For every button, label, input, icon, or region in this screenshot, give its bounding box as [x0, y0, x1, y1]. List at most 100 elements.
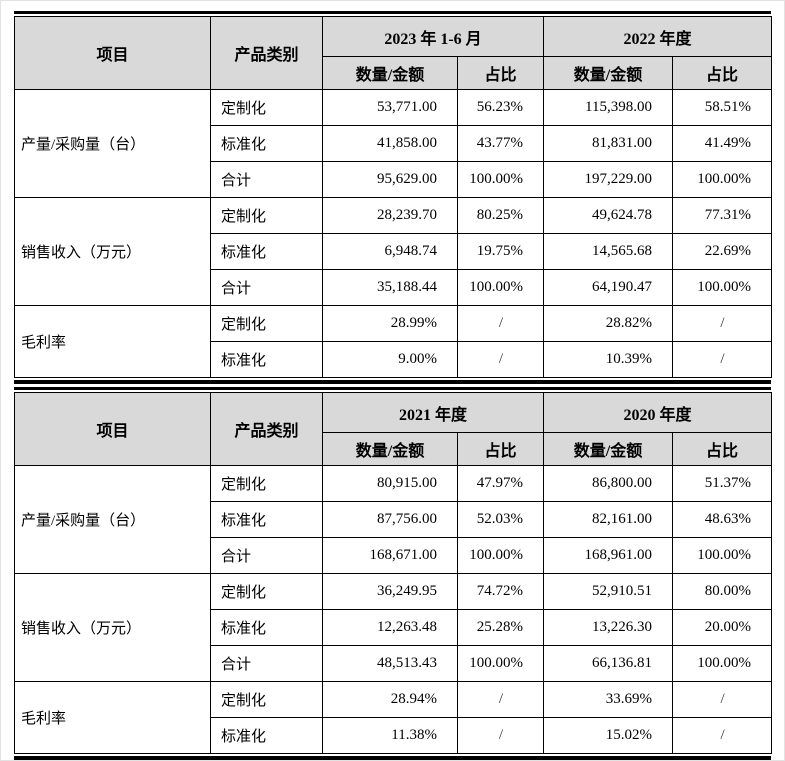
value-cell: 115,398.00: [543, 89, 673, 126]
value-cell: 14,565.68: [543, 233, 673, 270]
value-cell: 56.23%: [457, 89, 544, 126]
table-block-2021-2020: 项目 产品类别 2021 年度 2020 年度 数量/金额 占比 数量/金额 占比 产量/采购量…: [14, 387, 784, 760]
table-row: 合计 95,629.00 100.00% 197,229.00 100.00%: [15, 161, 773, 198]
header-period: 2020 年度: [543, 392, 773, 433]
category-cell: 定制化: [210, 681, 323, 718]
value-cell: 10.39%: [543, 341, 673, 378]
table-row: 合计 48,513.43 100.00% 66,136.81 100.00%: [15, 645, 773, 682]
value-cell: 33.69%: [543, 681, 674, 718]
value-cell: 41,858.00: [322, 125, 458, 162]
value-cell: 53,771.00: [322, 89, 458, 126]
value-cell: 35,188.44: [322, 269, 458, 306]
value-cell: /: [672, 681, 773, 718]
value-cell: 43.77%: [457, 125, 544, 162]
value-cell: 20.00%: [672, 609, 773, 646]
header-period: 2022 年度: [542, 16, 773, 57]
table-row: 合计 168,671.00 100.00% 168,961.00 100.00%: [15, 537, 773, 574]
table-top-border-bar: [14, 11, 771, 14]
category-cell: 定制化: [210, 197, 323, 234]
value-cell: 28,239.70: [322, 197, 458, 234]
value-cell: 11.38%: [322, 717, 458, 754]
value-cell: 48,513.43: [322, 645, 458, 682]
value-cell: 168,671.00: [322, 537, 458, 574]
table-row: 标准化 6,948.74 19.75% 14,565.68 22.69%: [15, 233, 773, 270]
header-subcol: 占比: [457, 56, 544, 90]
value-cell: 100.00%: [671, 161, 773, 198]
category-cell: 标准化: [210, 341, 323, 378]
category-cell: 合计: [210, 645, 323, 682]
value-cell: 6,948.74: [322, 233, 458, 270]
value-cell: 51.37%: [672, 465, 773, 502]
value-cell: 74.72%: [456, 573, 545, 610]
header-subcol: 占比: [456, 432, 545, 466]
value-cell: 80.25%: [457, 197, 544, 234]
value-cell: 22.69%: [671, 233, 773, 270]
category-cell: 合计: [210, 269, 323, 306]
header-subcol: 数量/金额: [543, 432, 674, 466]
value-cell: /: [456, 681, 545, 718]
category-cell: 定制化: [210, 305, 323, 342]
value-cell: 47.97%: [456, 465, 545, 502]
value-cell: 86,800.00: [543, 465, 674, 502]
value-cell: 52.03%: [456, 501, 545, 538]
value-cell: 66,136.81: [543, 645, 674, 682]
value-cell: 19.75%: [457, 233, 544, 270]
header-subcol: 数量/金额: [322, 432, 458, 466]
header-period: 2021 年度: [321, 392, 545, 433]
value-cell: 9.00%: [322, 341, 458, 378]
header-category: 产品类别: [210, 16, 323, 90]
value-cell: 36,249.95: [322, 573, 458, 610]
table-row: 产量/采购量（台） 定制化 53,771.00 56.23% 115,398.00 58.…: [14, 89, 773, 198]
table-row: 销售收入（万元） 定制化 36,249.95 74.72% 52,910.51 80.00…: [14, 573, 773, 682]
value-cell: /: [457, 341, 544, 378]
header-period: 2023 年 1-6 月: [322, 16, 544, 57]
value-cell: 100.00%: [672, 537, 773, 574]
table-row: 毛利率 定制化 28.94%/33.69% /: [14, 681, 773, 754]
header-category: 产品类别: [210, 392, 323, 466]
value-cell: /: [671, 341, 773, 378]
financial-table: 项目 产品类别 2023 年 1-6 月 2022 年度 数量/金额 占比 数量/金额 占比产…: [14, 16, 773, 378]
header-item: 项目: [14, 392, 211, 466]
value-cell: /: [672, 717, 773, 754]
table-row: 标准化 87,756.00 52.03% 82,161.00 48.63%: [15, 501, 773, 538]
item-cell: 毛利率: [14, 681, 211, 754]
value-cell: 48.63%: [672, 501, 773, 538]
table-row: 产量/采购量（台） 定制化 80,915.00 47.97% 86,800.00 51.3…: [14, 465, 773, 574]
category-cell: 定制化: [210, 573, 323, 610]
header-subcol: 数量/金额: [543, 56, 673, 90]
value-cell: 28.82%: [543, 305, 673, 342]
value-cell: 100.00%: [456, 537, 545, 574]
table-row: 销售收入（万元） 定制化 28,239.70 80.25% 49,624.78 77.31…: [14, 197, 773, 306]
category-cell: 合计: [210, 161, 323, 198]
value-cell: 15.02%: [543, 717, 674, 754]
value-cell: /: [671, 305, 773, 342]
value-cell: /: [457, 305, 544, 342]
table-row: 合计 35,188.44 100.00% 64,190.47 100.00%: [15, 269, 773, 306]
value-cell: 12,263.48: [322, 609, 458, 646]
table-row: 毛利率 定制化 28.99%/28.82% /: [14, 305, 773, 378]
table-row: 标准化 12,263.48 25.28% 13,226.30 20.00%: [15, 609, 773, 646]
table-top-border-bar: [14, 387, 771, 390]
category-cell: 合计: [210, 537, 323, 574]
value-cell: 49,624.78: [543, 197, 673, 234]
table-row: 标准化 11.38%/15.02% /: [15, 717, 773, 754]
table-bottom-border-bar: [14, 756, 771, 760]
value-cell: 197,229.00: [543, 161, 673, 198]
item-cell: 产量/采购量（台）: [14, 89, 211, 198]
header-subcol: 数量/金额: [322, 56, 458, 90]
value-cell: 25.28%: [456, 609, 545, 646]
table-row: 标准化 9.00%/10.39% /: [15, 341, 773, 378]
item-cell: 销售收入（万元）: [14, 573, 211, 682]
table-bottom-border-bar: [14, 380, 771, 384]
value-cell: 100.00%: [456, 645, 545, 682]
value-cell: 28.94%: [322, 681, 458, 718]
value-cell: 81,831.00: [543, 125, 673, 162]
value-cell: 100.00%: [671, 269, 773, 306]
value-cell: 95,629.00: [322, 161, 458, 198]
category-cell: 标准化: [210, 717, 323, 754]
value-cell: 52,910.51: [543, 573, 674, 610]
value-cell: 80.00%: [672, 573, 773, 610]
value-cell: 100.00%: [672, 645, 773, 682]
